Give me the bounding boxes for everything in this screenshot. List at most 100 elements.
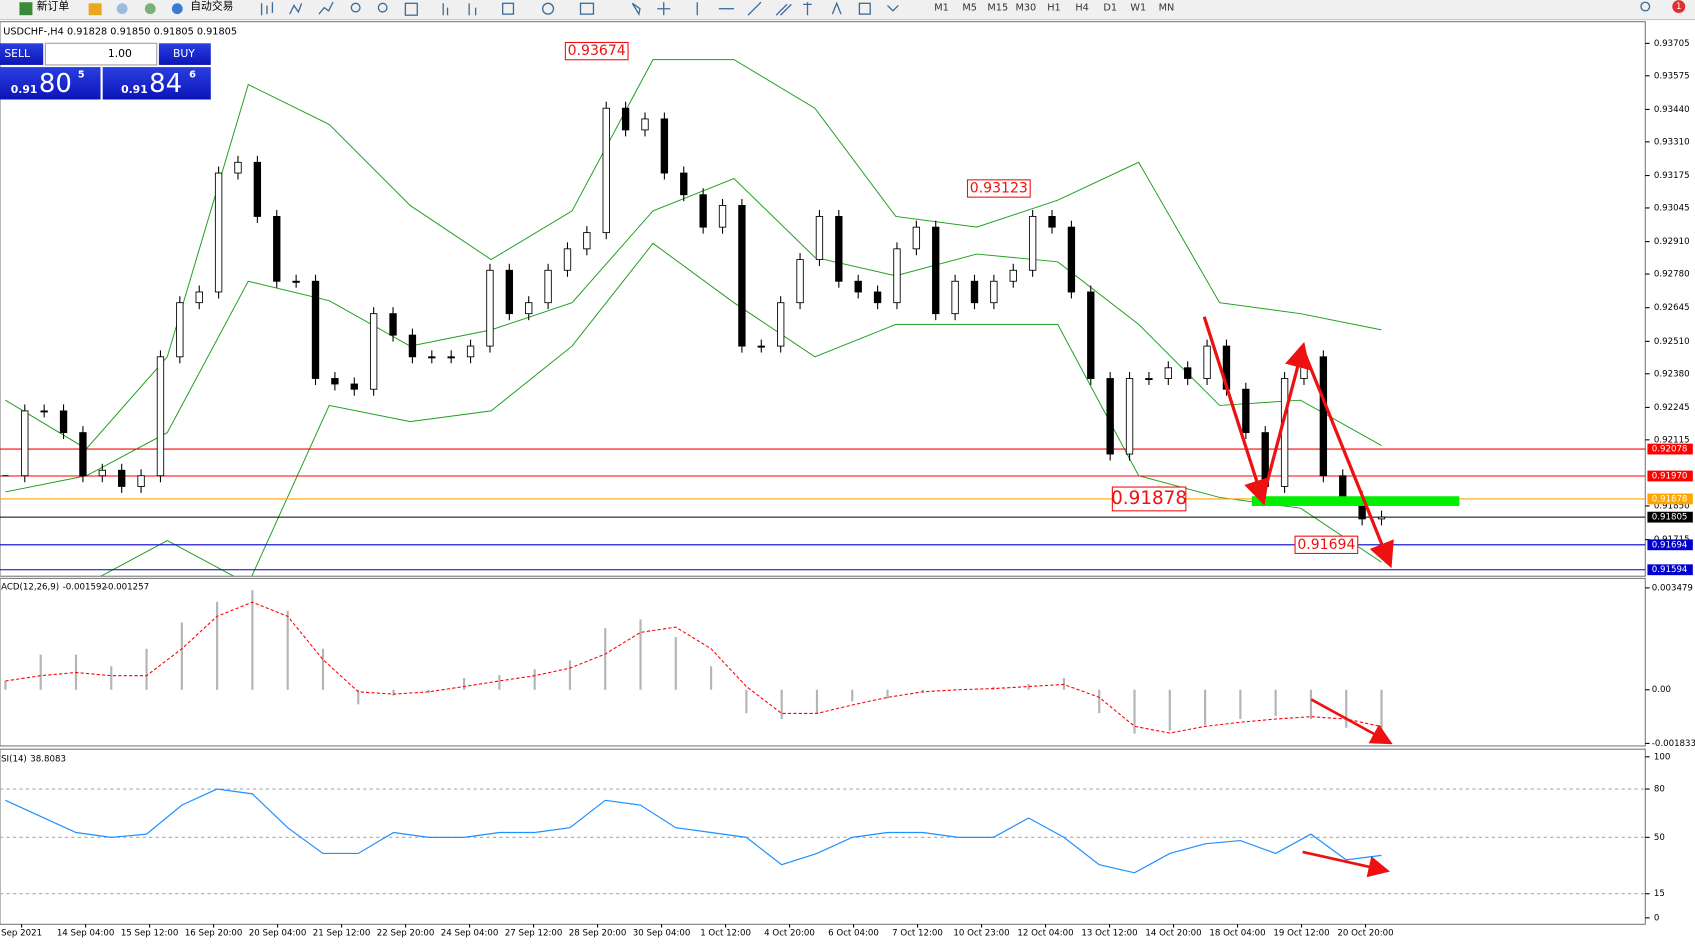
- candle: [1145, 378, 1153, 381]
- timeframe-button[interactable]: H4: [1075, 3, 1089, 14]
- chart-shift[interactable]: [468, 3, 477, 16]
- candle: [641, 118, 649, 131]
- sell-price-big: 80: [39, 69, 72, 99]
- price-level-tag: [1647, 470, 1693, 482]
- timeframe-button[interactable]: M5: [962, 3, 977, 14]
- candle: [873, 291, 882, 304]
- x-tick-label: 19 Oct 12:00: [1273, 928, 1329, 938]
- zoom-in[interactable]: [350, 2, 361, 13]
- candle: [505, 269, 514, 315]
- lot-input[interactable]: [44, 42, 158, 66]
- y-tick-label: 0.92910: [1654, 237, 1690, 247]
- toolbar-icon[interactable]: [88, 3, 102, 16]
- candle: [1280, 378, 1289, 487]
- price-annotation: 0.93674: [568, 43, 626, 59]
- tile-windows[interactable]: [404, 2, 418, 16]
- auto-trading-button[interactable]: 自动交易: [190, 0, 233, 13]
- toolbar-tools: [260, 1, 1651, 16]
- timeframe-button[interactable]: M15: [987, 3, 1008, 14]
- zoom-out[interactable]: [377, 2, 388, 13]
- trend-arrow: [1301, 347, 1394, 569]
- candle: [1319, 356, 1328, 477]
- toolbar-icon[interactable]: [116, 3, 128, 15]
- rsi-y-tick-label: 15: [1654, 889, 1665, 899]
- candle: [1203, 345, 1211, 379]
- candle: [1242, 388, 1250, 434]
- bar-chart-tool[interactable]: [260, 2, 274, 16]
- candle: [583, 232, 591, 250]
- candle: [79, 432, 87, 477]
- candle: [602, 107, 610, 234]
- rsi-title: SI(14): [1, 754, 27, 764]
- timeframe-button[interactable]: D1: [1103, 3, 1117, 14]
- one-click-trading: SELL 1.00 BUY 0.91 80 5 0.91 84 6: [0, 42, 211, 100]
- price-annotation-box: [564, 41, 629, 61]
- periods[interactable]: [542, 2, 555, 15]
- candle: [176, 302, 184, 358]
- buy-price-box[interactable]: [102, 67, 211, 100]
- candle: [990, 280, 998, 304]
- y-tick-label: 0.93045: [1654, 203, 1690, 213]
- trend-arrow: [1261, 341, 1311, 500]
- y-tick-label: 0.93440: [1654, 105, 1690, 115]
- x-tick-label: 7 Oct 12:00: [892, 928, 943, 938]
- candle: [408, 334, 417, 358]
- toolbar-icon[interactable]: [144, 3, 156, 15]
- bollinger-middle: [5, 177, 1382, 493]
- text-tool[interactable]: [831, 1, 842, 15]
- rsi-y-tick-label: 100: [1654, 752, 1670, 762]
- candle: [1377, 516, 1386, 520]
- candle: [970, 280, 979, 304]
- x-tick-label: 20 Oct 20:00: [1337, 928, 1393, 938]
- x-tick-label: 4 Oct 20:00: [764, 928, 815, 938]
- bollinger-upper: [5, 59, 1382, 450]
- label-tool[interactable]: [858, 2, 871, 15]
- rsi-plot: [0, 788, 1646, 895]
- candle: [118, 469, 126, 487]
- buy-price-big: 84: [149, 69, 182, 99]
- y-tick-label: 0.93705: [1654, 39, 1690, 49]
- timeframe-button[interactable]: H1: [1047, 3, 1061, 14]
- candle: [253, 161, 262, 217]
- fibo[interactable]: [803, 2, 812, 16]
- candle-tool[interactable]: [289, 3, 303, 15]
- candle: [1067, 226, 1076, 293]
- x-tick-label: 13 Oct 12:00: [1081, 928, 1137, 938]
- templates[interactable]: [579, 2, 595, 15]
- timeframe-button[interactable]: MN: [1159, 3, 1175, 14]
- candle: [893, 248, 901, 304]
- line-tool[interactable]: [318, 1, 334, 15]
- buy-label: BUY: [173, 47, 195, 60]
- candle: [214, 172, 223, 293]
- x-tick-label: 16 Sep 20:00: [185, 928, 243, 938]
- timeframe-button[interactable]: M1: [934, 3, 949, 14]
- arrows-tool[interactable]: [887, 5, 899, 12]
- timeframe-button[interactable]: W1: [1130, 3, 1146, 14]
- new-order-icon[interactable]: [19, 2, 33, 16]
- auto-trading-icon[interactable]: [171, 3, 183, 15]
- channel[interactable]: [775, 3, 792, 16]
- price-level-label: 0.91805: [1652, 513, 1688, 523]
- indicators[interactable]: [502, 2, 515, 15]
- buy-button[interactable]: [158, 43, 211, 65]
- candle: [1184, 367, 1192, 379]
- notification-badge[interactable]: [1672, 0, 1686, 14]
- search[interactable]: [1640, 1, 1651, 12]
- sell-button[interactable]: [0, 43, 44, 65]
- cursor[interactable]: [631, 2, 641, 16]
- candle: [369, 313, 378, 390]
- x-tick-label: 10 Oct 23:00: [953, 928, 1009, 938]
- sell-price-box[interactable]: [0, 67, 101, 100]
- price-annotation-box: [1111, 486, 1187, 512]
- x-tick-label: 12 Oct 04:00: [1017, 928, 1073, 938]
- crosshair[interactable]: [657, 2, 671, 16]
- candle: [98, 469, 106, 477]
- timeframe-button[interactable]: M30: [1015, 3, 1036, 14]
- trendline[interactable]: [747, 1, 762, 16]
- candle: [738, 205, 746, 347]
- autoscroll[interactable]: [442, 3, 449, 16]
- new-order-button[interactable]: 新订单: [37, 0, 70, 13]
- candle: [563, 248, 572, 271]
- x-tick-label: 21 Sep 12:00: [313, 928, 371, 938]
